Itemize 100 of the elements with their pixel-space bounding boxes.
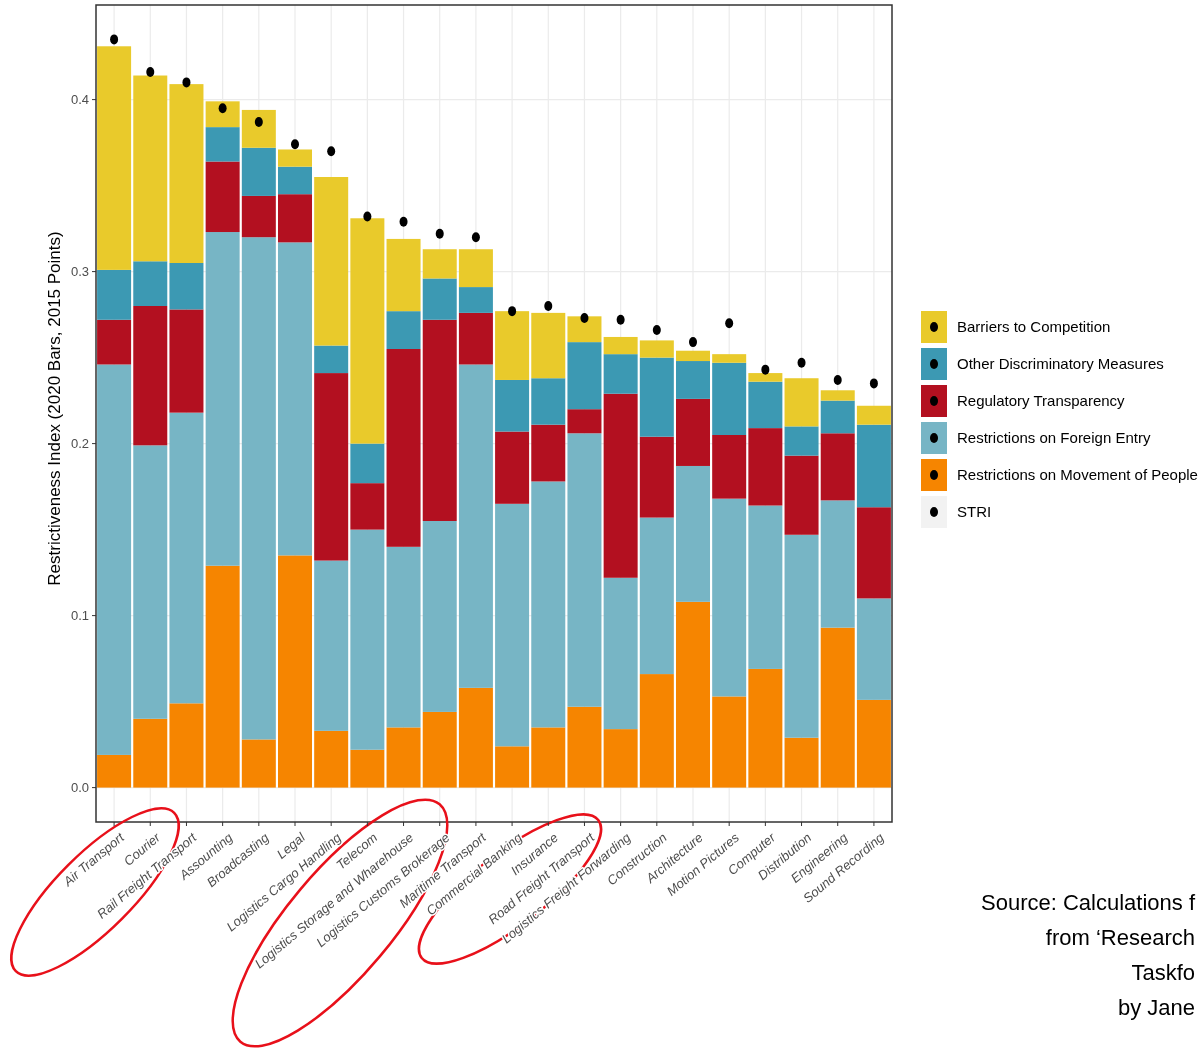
bar <box>676 350 711 362</box>
legend-label: Regulatory Transparency <box>957 392 1126 410</box>
bar <box>422 249 457 279</box>
bar <box>820 390 855 401</box>
bar <box>133 445 168 719</box>
bar <box>639 436 674 518</box>
bar <box>820 500 855 628</box>
bar <box>278 166 313 195</box>
bar <box>422 319 457 521</box>
bar <box>97 269 132 320</box>
bar <box>241 147 276 196</box>
bar <box>567 433 602 707</box>
bar <box>205 232 240 566</box>
bar <box>495 746 530 788</box>
bar <box>169 309 204 413</box>
bar <box>639 340 674 358</box>
bar <box>314 373 349 561</box>
y-tick-label: 0.1 <box>70 608 89 624</box>
bar <box>133 306 168 446</box>
bar <box>241 237 276 740</box>
bar <box>856 699 891 788</box>
bar <box>495 503 530 747</box>
point <box>218 103 227 114</box>
y-tick-label: 0.2 <box>70 436 89 452</box>
bar <box>458 364 493 688</box>
bar <box>603 393 638 578</box>
bar <box>422 711 457 788</box>
bar <box>458 312 493 365</box>
bar <box>350 749 385 788</box>
bar <box>314 560 349 731</box>
bar <box>784 426 819 456</box>
legend-label: Barriers to Competition <box>957 318 1111 336</box>
point <box>146 67 155 78</box>
bar <box>133 261 168 306</box>
bar <box>603 577 638 730</box>
bar <box>169 263 204 310</box>
bar <box>458 287 493 313</box>
bar <box>386 349 421 547</box>
bar <box>784 534 819 738</box>
bar <box>278 194 313 243</box>
bar <box>205 101 240 128</box>
bar <box>241 739 276 788</box>
bar <box>350 529 385 750</box>
y-tick-label: 0.3 <box>70 264 89 280</box>
legend-label: Restrictions on Foreign Entry <box>957 429 1151 447</box>
text: Taskfo <box>1131 960 1195 985</box>
y-axis-title: Restrictiveness Index (2020 Bars, 2015 Points) <box>45 231 64 586</box>
point <box>182 77 191 88</box>
bar <box>386 311 421 349</box>
bar <box>386 238 421 312</box>
bar <box>856 424 891 508</box>
bar <box>314 177 349 346</box>
bar <box>712 696 747 788</box>
text: from ‘Research <box>1045 925 1195 950</box>
point <box>291 139 299 150</box>
bar <box>97 46 132 270</box>
bar <box>639 357 674 437</box>
bar <box>639 517 674 675</box>
point <box>254 116 263 127</box>
bar <box>133 75 168 262</box>
bar <box>278 149 313 167</box>
bar <box>97 319 132 365</box>
point <box>580 313 589 324</box>
bar <box>531 727 566 788</box>
bar <box>241 195 276 238</box>
bar <box>386 546 421 728</box>
bar <box>458 249 493 288</box>
point <box>471 232 480 243</box>
bar <box>567 316 602 343</box>
bar <box>350 483 385 530</box>
bar <box>820 433 855 501</box>
point <box>797 357 806 368</box>
point <box>327 146 336 157</box>
point <box>399 216 408 227</box>
bar <box>350 218 385 444</box>
bar <box>386 727 421 788</box>
point <box>761 364 770 375</box>
bar <box>495 379 530 432</box>
bar <box>422 278 457 320</box>
legend-label: Other Discriminatory Measures <box>957 355 1164 373</box>
bar <box>422 521 457 712</box>
point <box>508 306 517 317</box>
point <box>363 211 372 222</box>
bar <box>748 373 783 382</box>
point <box>869 378 878 389</box>
bar <box>97 754 132 788</box>
bar <box>784 455 819 535</box>
y-tick-label: 0.4 <box>70 92 89 108</box>
bar <box>603 729 638 788</box>
bar <box>133 718 168 788</box>
bar <box>784 378 819 427</box>
bar <box>531 424 566 482</box>
bar <box>169 412 204 704</box>
bar <box>314 345 349 374</box>
bar <box>676 465 711 602</box>
bar <box>856 405 891 425</box>
bar <box>856 598 891 700</box>
bar <box>676 398 711 466</box>
bar <box>495 431 530 504</box>
bar <box>639 674 674 788</box>
